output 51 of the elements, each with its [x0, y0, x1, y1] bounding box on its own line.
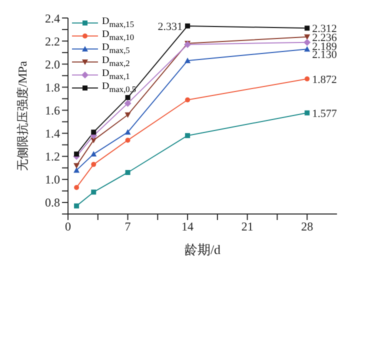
point	[74, 152, 80, 157]
legend-label: D$_{max,15}$	[102, 16, 134, 29]
x-tick-label: 28	[301, 220, 314, 234]
legend-label: D$_{max,2}$	[102, 55, 130, 68]
point	[91, 162, 96, 167]
point	[91, 190, 96, 195]
point	[304, 46, 310, 52]
point	[74, 203, 80, 208]
y-tick-label: 2.0	[45, 57, 60, 72]
y-tick-label: 2.4	[45, 11, 60, 26]
legend-label: D$_{max,10}$	[102, 29, 134, 42]
point	[185, 133, 190, 138]
data-label: 1.872	[312, 74, 337, 86]
point	[91, 130, 96, 135]
y-tick-label: 1.4	[45, 126, 60, 141]
point	[124, 112, 131, 118]
point	[304, 110, 310, 116]
point	[304, 76, 310, 82]
point	[125, 95, 130, 100]
point	[74, 184, 80, 190]
y-tick-label: 1.2	[45, 150, 60, 164]
x-axis-title: 龄期/d	[184, 242, 222, 257]
y-tick-label: 0.8	[45, 196, 60, 210]
y-tick-label: 1.8	[45, 80, 60, 94]
point	[74, 167, 80, 173]
y-tick-label: 2.2	[45, 34, 60, 48]
point	[184, 58, 191, 64]
y-axis-title: 无侧限抗压强度/MPa	[15, 60, 30, 172]
x-tick-label: 7	[124, 220, 131, 234]
data-label: 2.236	[312, 32, 338, 44]
point	[124, 129, 131, 135]
point	[304, 26, 310, 31]
point	[125, 170, 130, 175]
point	[90, 151, 97, 157]
point	[124, 100, 132, 107]
data-label: 1.577	[312, 108, 338, 120]
legend-label: D$_{max,1}$	[102, 68, 130, 81]
x-tick-label: 0	[65, 220, 71, 234]
point	[74, 163, 80, 169]
point	[125, 138, 130, 143]
point	[185, 97, 190, 102]
legend-label: D$_{max,5}$	[102, 42, 130, 55]
point	[304, 34, 310, 40]
data-label: 2.331	[158, 20, 183, 33]
point	[304, 38, 311, 46]
x-tick-label: 21	[241, 220, 254, 234]
point	[185, 23, 190, 28]
x-tick-label: 14	[182, 220, 194, 234]
y-tick-label: 1.6	[45, 103, 60, 118]
y-tick-label: 1.0	[45, 172, 60, 187]
data-label: 2.130	[312, 49, 338, 62]
